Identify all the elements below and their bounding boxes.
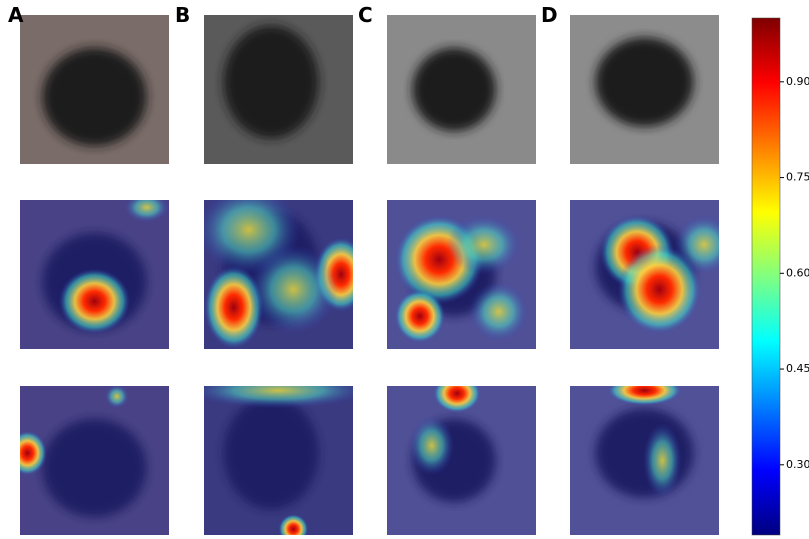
colorbar xyxy=(751,17,781,536)
image-cell xyxy=(387,15,536,164)
image-cell xyxy=(204,386,353,535)
image xyxy=(387,386,536,535)
panel-label: C xyxy=(358,3,373,27)
heat-blob xyxy=(204,265,264,349)
tick-label: 0.75 xyxy=(786,171,809,184)
image-cell xyxy=(204,200,353,349)
heat-blob xyxy=(248,244,339,335)
heat-blob xyxy=(104,386,129,409)
image-cell xyxy=(20,386,169,535)
heat-blob xyxy=(124,200,169,223)
image xyxy=(204,386,353,535)
heat-blob xyxy=(674,214,719,275)
heat-blob xyxy=(20,430,47,476)
panel-label: B xyxy=(175,3,190,27)
heat-blob xyxy=(394,289,446,344)
heat-base xyxy=(204,386,353,535)
lesion xyxy=(412,47,496,132)
heat-blob xyxy=(58,268,131,335)
tick-label: 0.45 xyxy=(786,362,809,375)
heat-blob xyxy=(446,214,522,275)
image-cell xyxy=(387,386,536,535)
lesion xyxy=(223,25,319,139)
image-cell xyxy=(570,386,719,535)
tick-label: 0.60 xyxy=(786,266,809,279)
image xyxy=(20,15,169,164)
heat-blob xyxy=(278,514,309,535)
image-cell xyxy=(387,200,536,349)
image xyxy=(387,200,536,349)
image-cell xyxy=(204,15,353,164)
lesion xyxy=(42,47,147,147)
image-grid xyxy=(20,15,719,535)
heat-blob xyxy=(643,423,682,498)
image xyxy=(204,200,353,349)
image-cell xyxy=(20,200,169,349)
image xyxy=(387,15,536,164)
heat-blob xyxy=(607,386,682,406)
image xyxy=(20,200,169,349)
image xyxy=(204,15,353,164)
panel-label: D xyxy=(541,3,558,27)
image xyxy=(570,15,719,164)
panel-label: A xyxy=(8,3,24,27)
heat-blob xyxy=(617,244,702,335)
image xyxy=(570,386,719,535)
heat-blob xyxy=(204,386,353,409)
image-cell xyxy=(570,15,719,164)
tick-label: 0.90 xyxy=(786,75,809,88)
heat-blob xyxy=(468,281,529,342)
image xyxy=(20,386,169,535)
heat-blob xyxy=(409,415,455,476)
lesion xyxy=(595,37,694,127)
tick-label: 0.30 xyxy=(786,458,809,471)
image-cell xyxy=(20,15,169,164)
image-cell xyxy=(570,200,719,349)
image xyxy=(570,200,719,349)
heat-blob xyxy=(433,386,481,413)
